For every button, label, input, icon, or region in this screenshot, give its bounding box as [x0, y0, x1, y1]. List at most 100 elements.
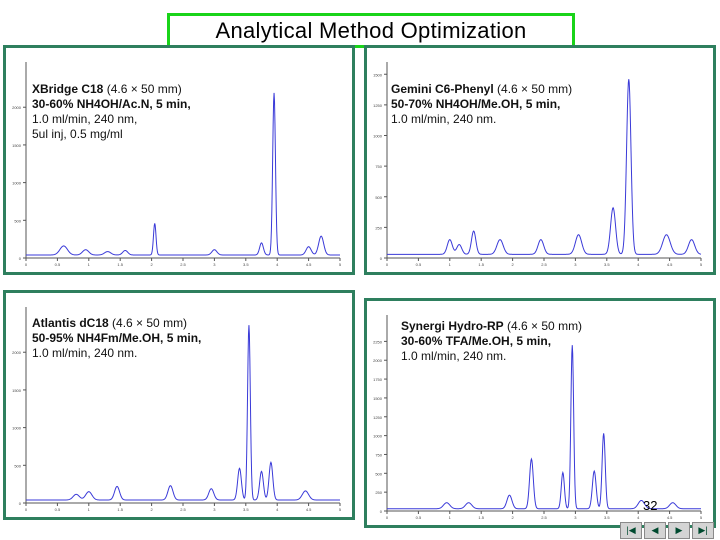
x-tick-label: 5 [339, 507, 342, 512]
x-tick-label: 4 [276, 507, 279, 512]
column-dimensions: (4.6 × 50 mm) [497, 82, 573, 96]
y-tick-label: 1000 [12, 181, 22, 186]
chromatogram-trace [387, 79, 702, 255]
x-tick-label: 1.5 [478, 515, 484, 520]
x-tick-label: 2.5 [541, 262, 547, 267]
x-tick-label: 3.5 [604, 262, 610, 267]
gradient-conditions: 50-70% NH4OH/Me.OH, 5 min, [391, 97, 561, 111]
x-tick-label: 0 [25, 262, 28, 267]
x-tick-label: 3 [574, 515, 577, 520]
first-slide-icon: |◀ [626, 525, 636, 535]
x-tick-label: 1.5 [117, 507, 123, 512]
x-tick-label: 2 [511, 515, 514, 520]
slide-navigation: |◀ ◀ ▶ ▶| [620, 521, 720, 540]
last-slide-button[interactable]: ▶| [692, 522, 714, 539]
x-tick-label: 3.5 [243, 262, 249, 267]
next-slide-icon: ▶ [675, 525, 683, 535]
conditions-gemini: Gemini C6-Phenyl (4.6 × 50 mm) 50-70% NH… [391, 82, 572, 127]
x-tick-label: 2 [150, 507, 153, 512]
slide-title: Analytical Method Optimization [167, 13, 575, 48]
y-tick-label: 500 [375, 471, 382, 476]
chromatogram-panel-gemini: 0 250 500 750 1000 1250 1500 0 0.5 1 1.5 2 2.5 3 3.5 4 4… [364, 45, 716, 275]
y-tick-label: 1750 [373, 377, 383, 382]
chromatogram-trace [26, 92, 340, 256]
chromatogram-synergi: 0 250 500 750 1000 1250 1500 1750 2000 2250 0 0.5 1 1… [373, 315, 703, 520]
x-tick-label: 2.5 [180, 262, 186, 267]
y-tick-label: 1000 [373, 434, 383, 439]
x-tick-label: 2 [511, 262, 514, 267]
x-tick-label: 5 [339, 262, 342, 267]
y-tick-label: 1500 [373, 396, 383, 401]
y-tick-label: 1500 [12, 143, 22, 148]
gradient-conditions: 30-60% TFA/Me.OH, 5 min, [401, 334, 552, 348]
chromatogram-trace [387, 345, 701, 510]
y-tick-label: 1000 [373, 134, 383, 139]
chromatogram-gemini: 0 250 500 750 1000 1250 1500 0 0.5 1 1.5 2 2.5 3 3.5 4 4… [373, 62, 703, 267]
x-tick-label: 0 [25, 507, 28, 512]
x-tick-label: 3 [574, 262, 577, 267]
flow-conditions: 1.0 ml/min, 240 nm. [32, 346, 138, 360]
y-tick-label: 1500 [373, 72, 383, 77]
first-slide-button[interactable]: |◀ [620, 522, 642, 539]
previous-slide-icon: ◀ [651, 525, 659, 535]
previous-slide-button[interactable]: ◀ [644, 522, 666, 539]
column-dimensions: (4.6 × 50 mm) [106, 82, 182, 96]
chromatogram-panel-atlantis: 0 500 1000 1500 2000 0 0.5 1 1.5 2 2.5 3 3.5 4 4.5 5 At… [3, 290, 355, 520]
column-dimensions: (4.6 × 50 mm) [507, 319, 583, 333]
x-tick-label: 3 [213, 262, 216, 267]
y-tick-label: 750 [375, 164, 382, 169]
y-tick-label: 0 [19, 256, 22, 261]
chromatogram-atlantis: 0 500 1000 1500 2000 0 0.5 1 1.5 2 2.5 3 3.5 4 4.5 5 [12, 307, 342, 512]
y-tick-label: 2000 [373, 358, 383, 363]
x-tick-label: 4 [276, 262, 279, 267]
flow-conditions: 1.0 ml/min, 240 nm. [391, 112, 497, 126]
x-tick-label: 1 [449, 262, 452, 267]
x-tick-label: 4.5 [667, 515, 673, 520]
y-tick-label: 1000 [12, 426, 22, 431]
y-tick-label: 0 [380, 256, 383, 261]
x-tick-label: 4 [637, 515, 640, 520]
y-tick-label: 2250 [373, 339, 383, 344]
x-tick-label: 3 [213, 507, 216, 512]
x-tick-label: 2 [150, 262, 153, 267]
y-tick-label: 750 [375, 452, 382, 457]
x-tick-label: 1 [449, 515, 452, 520]
x-tick-label: 4 [637, 262, 640, 267]
y-tick-label: 1250 [373, 103, 383, 108]
y-tick-label: 0 [19, 501, 22, 506]
next-slide-button[interactable]: ▶ [668, 522, 690, 539]
column-name: Gemini C6-Phenyl [391, 82, 494, 96]
y-tick-label: 500 [375, 195, 382, 200]
x-tick-label: 1.5 [117, 262, 123, 267]
column-name: Synergi Hydro-RP [401, 319, 504, 333]
flow-conditions: 1.0 ml/min, 240 nm. [401, 349, 507, 363]
gradient-conditions: 50-95% NH4Fm/Me.OH, 5 min, [32, 331, 202, 345]
x-tick-label: 0.5 [416, 515, 422, 520]
x-tick-label: 2.5 [180, 507, 186, 512]
y-tick-label: 250 [375, 490, 382, 495]
y-tick-label: 500 [14, 218, 21, 223]
x-tick-label: 1 [88, 507, 91, 512]
x-tick-label: 1.5 [478, 262, 484, 267]
column-dimensions: (4.6 × 50 mm) [112, 316, 188, 330]
x-tick-label: 1 [88, 262, 91, 267]
x-tick-label: 0.5 [55, 262, 61, 267]
y-tick-label: 2000 [12, 350, 22, 355]
gradient-conditions: 30-60% NH4OH/Ac.N, 5 min, [32, 97, 191, 111]
y-tick-label: 1500 [12, 388, 22, 393]
flow-conditions: 1.0 ml/min, 240 nm, [32, 112, 138, 126]
conditions-atlantis: Atlantis dC18 (4.6 × 50 mm) 50-95% NH4Fm… [32, 316, 201, 361]
x-tick-label: 5 [700, 515, 703, 520]
y-tick-label: 1250 [373, 415, 383, 420]
chromatogram-panel-xbridge: 0 500 1000 1500 2000 0 0.5 1 1.5 2 2.5 3 3.5 4 4.5 5 XB… [3, 45, 355, 275]
chromatogram-xbridge: 0 500 1000 1500 2000 0 0.5 1 1.5 2 2.5 3 3.5 4 4.5 5 [12, 62, 342, 267]
y-tick-label: 250 [375, 225, 382, 230]
x-tick-label: 5 [700, 262, 703, 267]
x-tick-label: 4.5 [306, 262, 312, 267]
column-name: XBridge C18 [32, 82, 104, 96]
x-tick-label: 4.5 [667, 262, 673, 267]
injection-conditions: 5ul inj, 0.5 mg/ml [32, 127, 123, 141]
x-tick-label: 2.5 [541, 515, 547, 520]
x-tick-label: 0 [386, 262, 389, 267]
page-number: 32 [643, 498, 658, 513]
